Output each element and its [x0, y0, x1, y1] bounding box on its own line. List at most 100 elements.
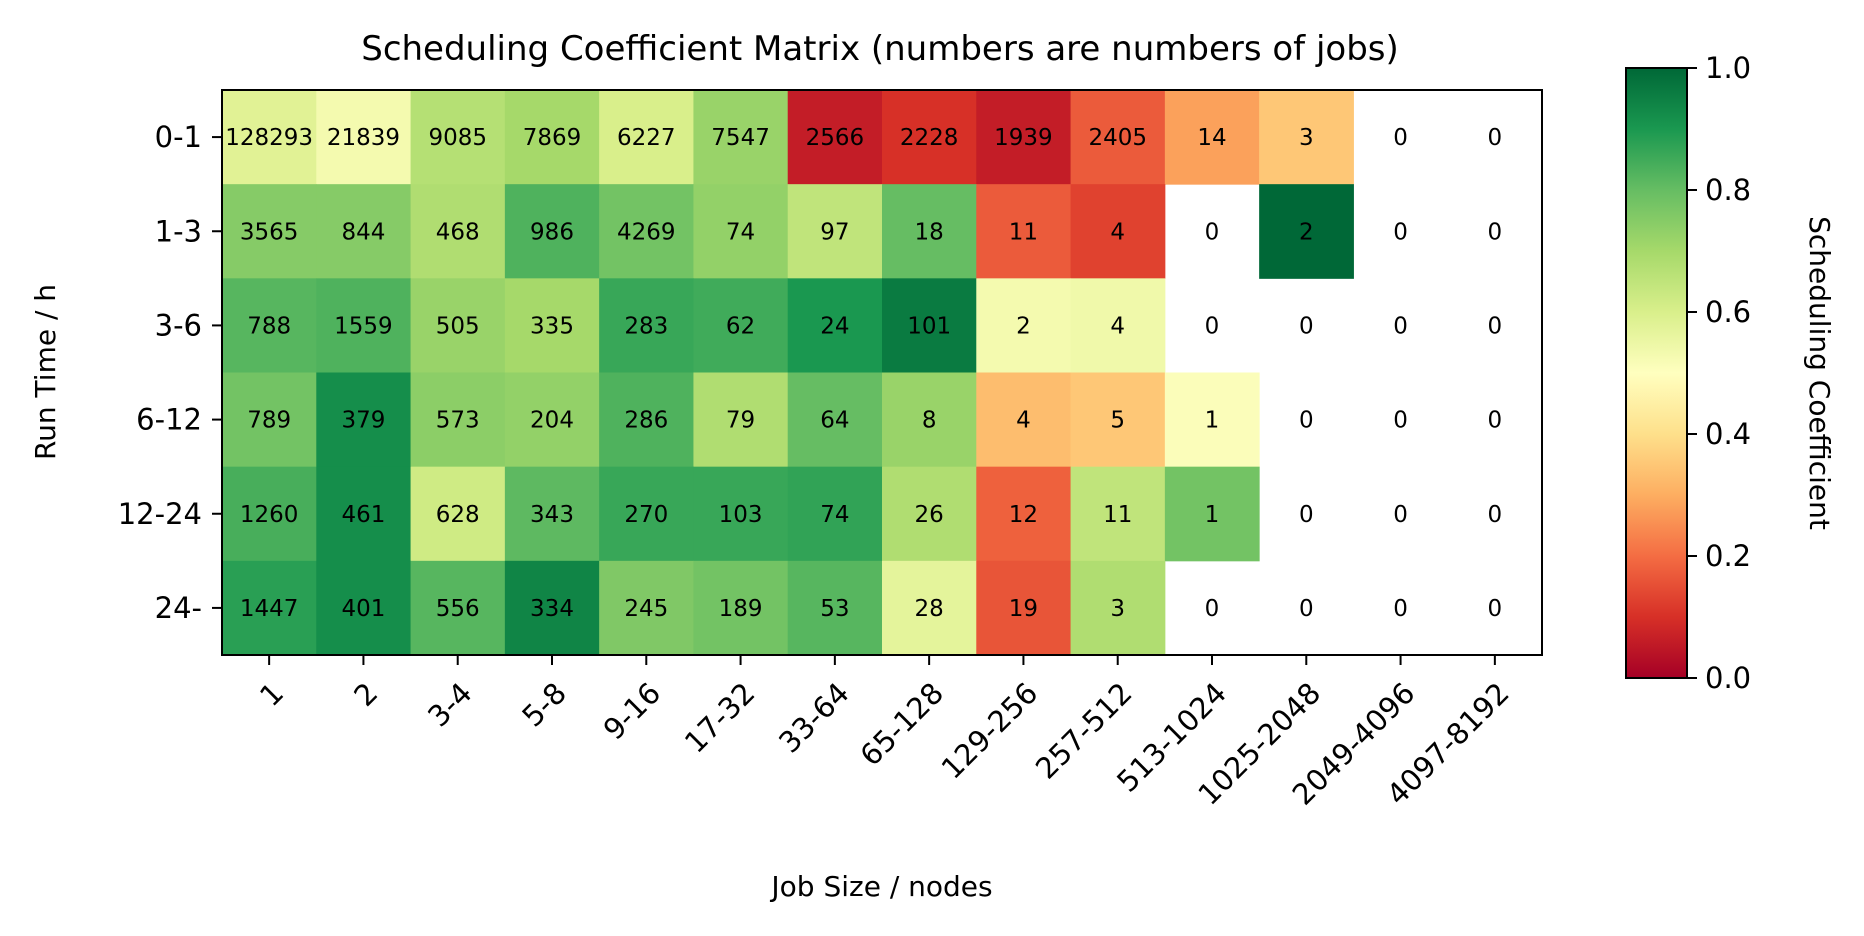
cell-count-label: 18 [915, 219, 944, 245]
cell-count-label: 204 [530, 408, 574, 434]
cell-count-label: 0 [1393, 219, 1408, 245]
heatmap-cell [976, 184, 1072, 279]
cell-count-label: 11 [1009, 219, 1038, 245]
x-tick-label: 9-16 [597, 676, 668, 747]
cell-count-label: 844 [341, 219, 385, 245]
cell-count-label: 0 [1393, 408, 1408, 434]
colorbar-tick-label: 0.2 [1705, 539, 1751, 573]
colorbar-tick-label: 0.8 [1705, 173, 1751, 207]
x-tick-label: 33-64 [772, 676, 856, 760]
cell-count-label: 189 [719, 596, 763, 622]
heatmap-cell [976, 278, 1072, 373]
heatmap-cell [504, 90, 600, 185]
heatmap-cell [1164, 466, 1260, 562]
cell-count-label: 245 [624, 596, 668, 622]
heatmap-cell [316, 372, 412, 468]
cell-count-label: 3565 [240, 219, 299, 245]
heatmap-cell [410, 560, 506, 656]
heatmap-cell [504, 466, 600, 562]
cell-count-label: 1939 [994, 125, 1053, 151]
heatmap-cell [599, 560, 694, 656]
heatmap-cell [882, 372, 977, 468]
heatmap-cell [1164, 90, 1260, 185]
cell-count-label: 334 [530, 596, 574, 622]
cell-count-label: 335 [530, 313, 574, 339]
heatmap-cell [599, 372, 694, 468]
cell-count-label: 1 [1205, 408, 1220, 434]
heatmap-cell [316, 560, 412, 656]
heatmap-cell [504, 278, 600, 373]
heatmap-cell [693, 560, 789, 656]
y-tick-label: 3-6 [155, 308, 202, 342]
heatmap-cell-labels: 128293 21839 9085 7869 6227 7547 2566 2228 1939 2… [225, 125, 1502, 622]
heatmap-cell [1070, 372, 1166, 468]
heatmap-cell [410, 278, 506, 373]
heatmap-cell [693, 372, 789, 468]
heatmap-cell [693, 184, 789, 279]
heatmap-cell [504, 184, 600, 279]
cell-count-label: 14 [1197, 125, 1226, 151]
heatmap-cell [1070, 184, 1166, 279]
cell-count-label: 505 [436, 313, 480, 339]
heatmap-cell [1259, 184, 1354, 279]
cell-count-label: 4 [1110, 313, 1125, 339]
cell-count-label: 3 [1299, 125, 1314, 151]
plot-frame [221, 89, 1543, 656]
y-tick-label: 1-3 [155, 214, 202, 248]
heatmap-cell [410, 372, 506, 468]
cell-count-label: 1447 [240, 596, 299, 622]
x-axis-label: Job Size / nodes [769, 870, 992, 903]
cell-count-label: 468 [436, 219, 480, 245]
cell-count-label: 53 [820, 596, 849, 622]
cell-count-label: 0 [1393, 125, 1408, 151]
heatmap-cell [222, 560, 317, 656]
heatmap-cell [787, 278, 883, 373]
cell-count-label: 79 [726, 408, 755, 434]
heatmap-cell [1259, 90, 1354, 185]
heatmap-cell [410, 90, 506, 185]
heatmap-cell [599, 278, 694, 373]
cell-count-label: 0 [1205, 596, 1220, 622]
heatmap-cell [599, 466, 694, 562]
cell-count-label: 8 [922, 408, 937, 434]
heatmap-cell [599, 90, 694, 185]
x-tick-label: 5-8 [515, 676, 573, 734]
cell-count-label: 0 [1488, 125, 1503, 151]
cell-count-label: 74 [820, 502, 849, 528]
heatmap-cell [976, 90, 1072, 185]
cell-count-label: 11 [1103, 502, 1132, 528]
heatmap-cell [693, 278, 789, 373]
y-tick-label: 0-1 [155, 120, 202, 154]
cell-count-label: 2566 [806, 125, 865, 151]
cell-count-label: 0 [1488, 313, 1503, 339]
cell-count-label: 3 [1110, 596, 1125, 622]
cell-count-label: 789 [247, 408, 291, 434]
heatmap-cell [882, 184, 977, 279]
cell-count-label: 62 [726, 313, 755, 339]
cell-count-label: 4269 [617, 219, 676, 245]
cell-count-label: 12 [1009, 502, 1038, 528]
heatmap-cell [222, 90, 317, 185]
cell-count-label: 7547 [711, 125, 770, 151]
heatmap-cell [316, 90, 412, 185]
cell-count-label: 4 [1016, 408, 1031, 434]
cell-count-label: 0 [1299, 596, 1314, 622]
cell-count-label: 283 [624, 313, 668, 339]
cell-count-label: 788 [247, 313, 291, 339]
cell-count-label: 28 [915, 596, 944, 622]
x-tick-label: 129-256 [935, 676, 1045, 786]
heatmap-cell [504, 372, 600, 468]
heatmap-cell [222, 184, 317, 279]
cell-count-label: 0 [1393, 313, 1408, 339]
cell-count-label: 0 [1488, 502, 1503, 528]
heatmap-cell [976, 466, 1072, 562]
heatmap-cell [976, 372, 1072, 468]
colorbar-tick-label: 0.0 [1705, 661, 1751, 695]
cell-count-label: 0 [1205, 313, 1220, 339]
cell-count-label: 101 [907, 313, 951, 339]
y-tick-label: 6-12 [136, 403, 202, 437]
heatmap-cell [410, 184, 506, 279]
cell-count-label: 7869 [523, 125, 582, 151]
heatmap-cell [316, 466, 412, 562]
heatmap-cell [1070, 90, 1166, 185]
